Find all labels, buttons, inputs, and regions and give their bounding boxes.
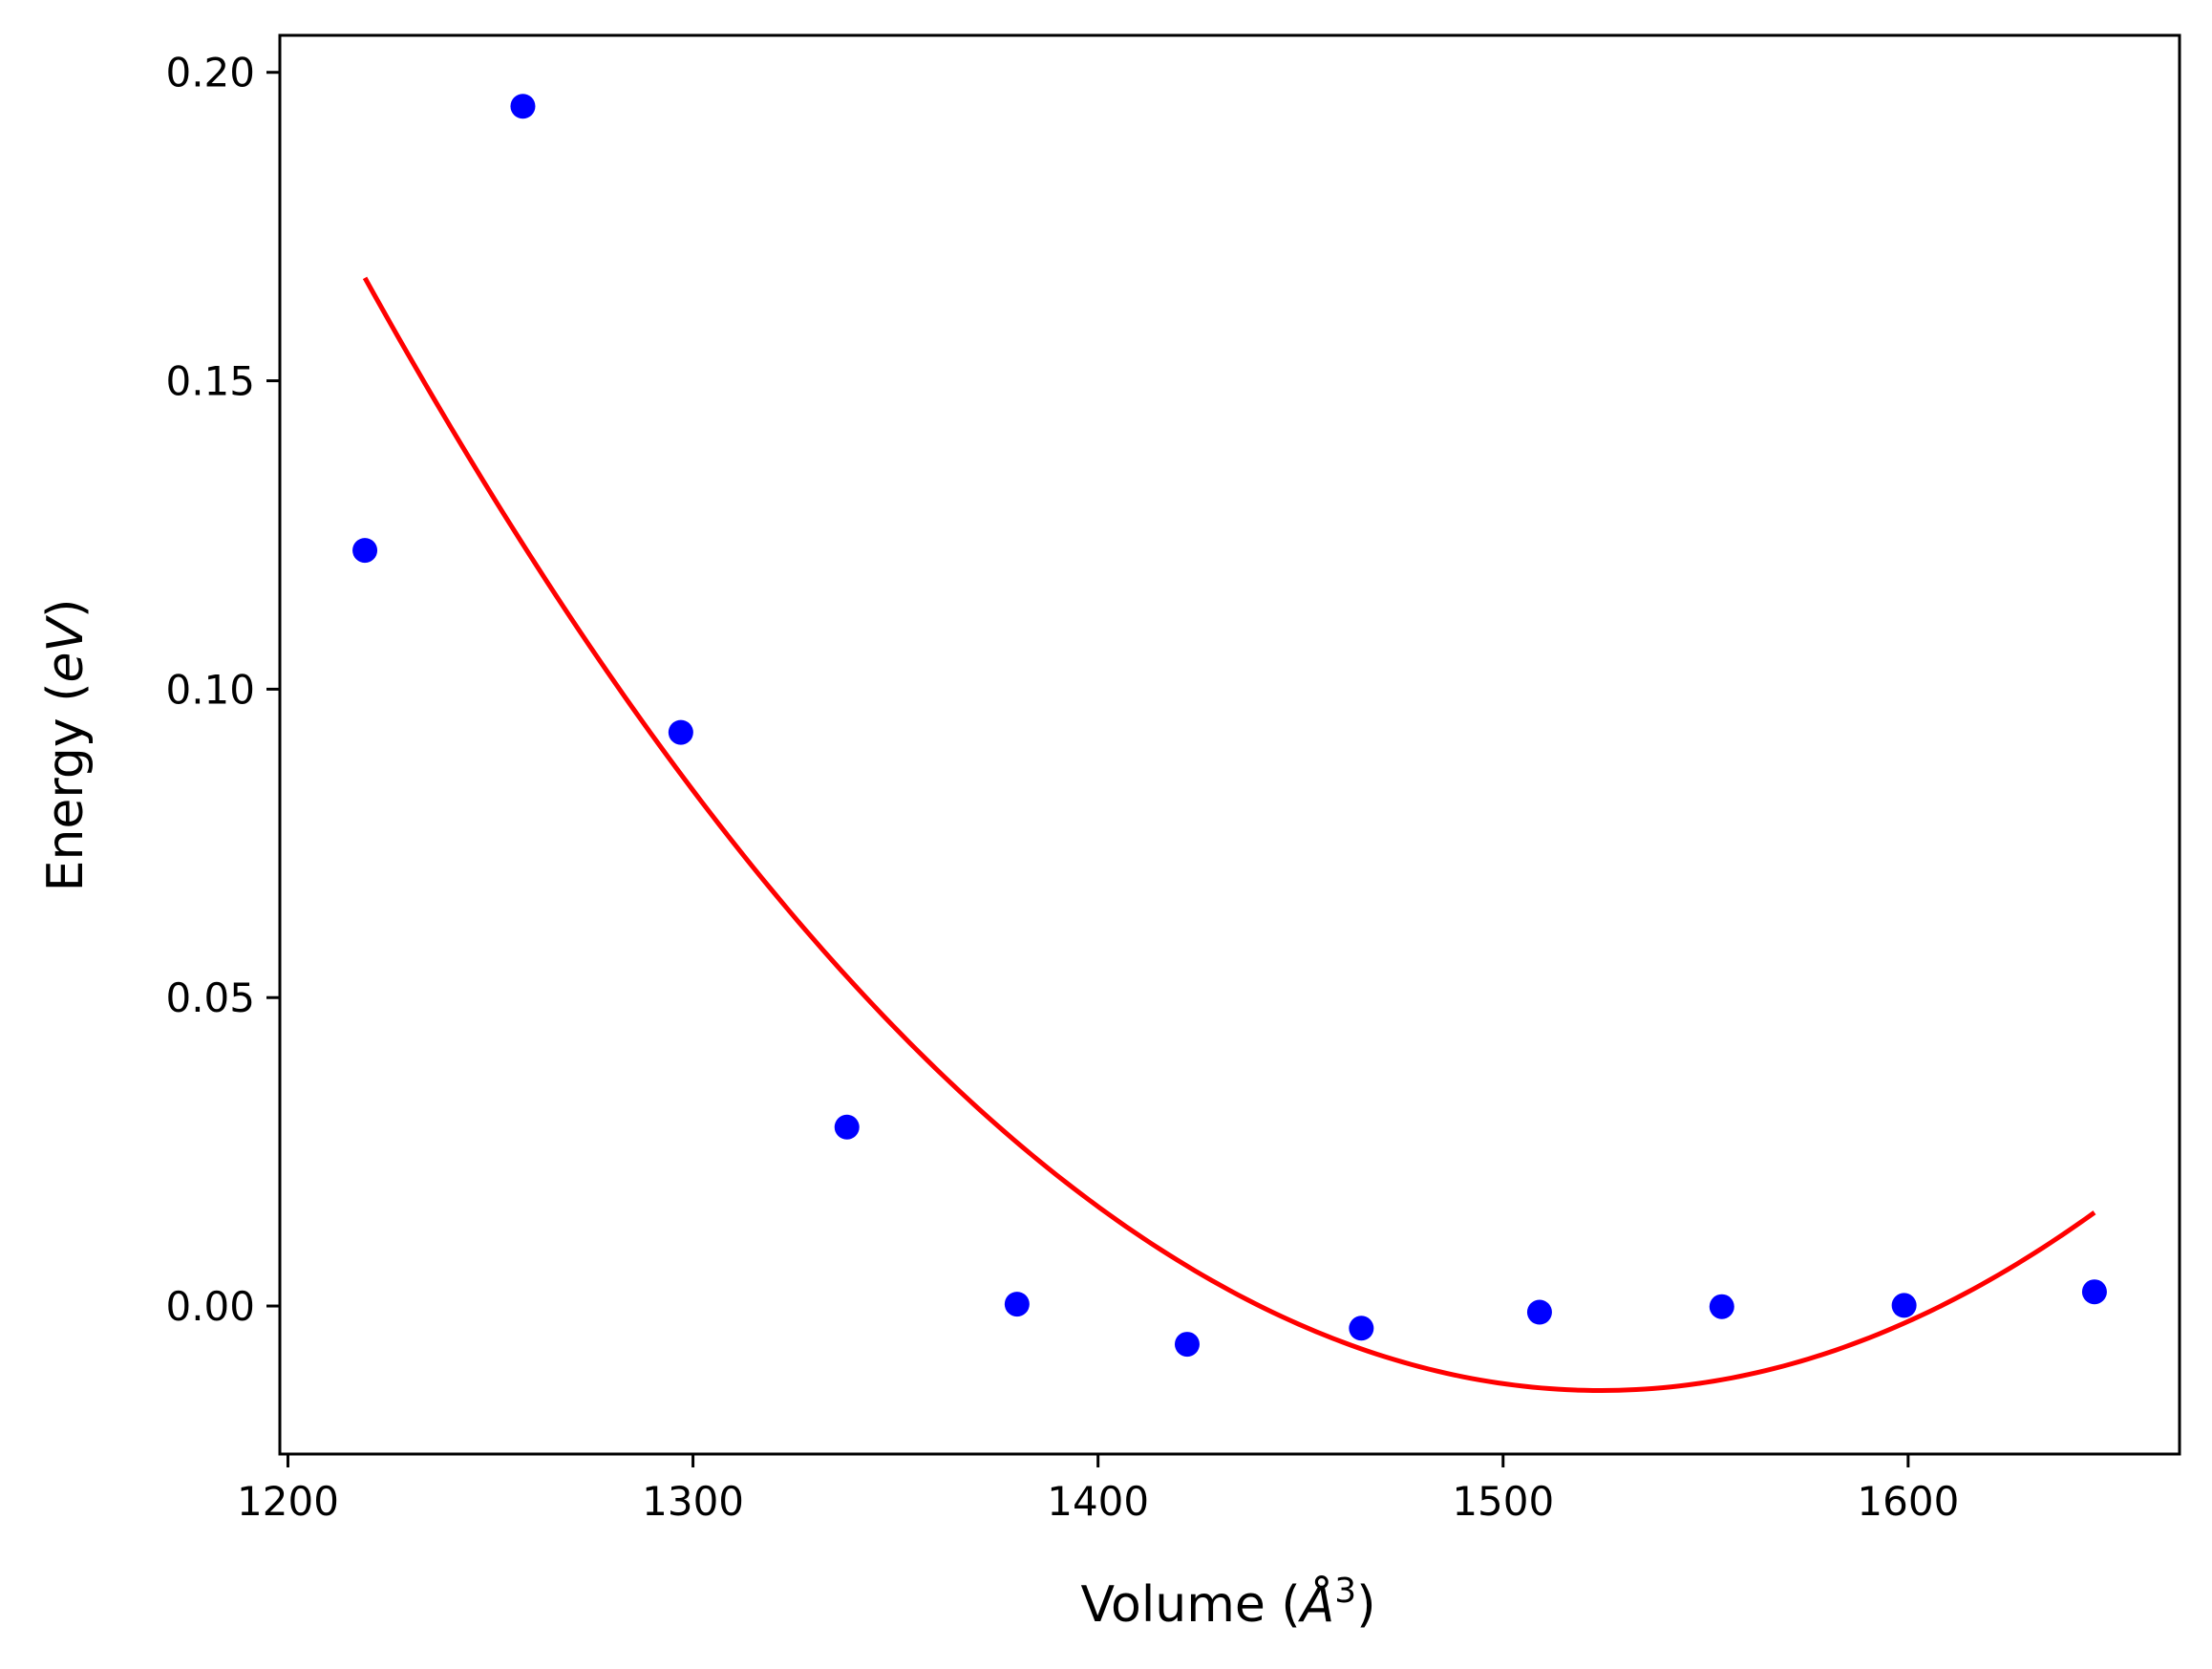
data-point bbox=[668, 719, 693, 745]
x-tick-label: 1500 bbox=[1452, 1478, 1554, 1525]
data-point bbox=[352, 538, 378, 564]
fit-curve bbox=[362, 276, 2096, 1393]
y-tick-label: 0.00 bbox=[165, 1283, 255, 1330]
plot-area bbox=[280, 35, 2180, 1454]
x-tick-label: 1200 bbox=[237, 1478, 339, 1525]
data-point bbox=[1709, 1294, 1734, 1319]
data-point bbox=[834, 1114, 860, 1140]
x-tick-label: 1300 bbox=[642, 1478, 744, 1525]
data-point bbox=[510, 94, 536, 119]
x-tick-label: 1600 bbox=[1857, 1478, 1959, 1525]
y-tick-label: 0.20 bbox=[165, 50, 255, 96]
y-axis-ticks: 0.00 0.05 0.10 0.15 0.20 bbox=[165, 50, 280, 1330]
data-points bbox=[352, 94, 2107, 1358]
x-axis-label: Volume (Å3) bbox=[1081, 1572, 1376, 1635]
y-tick-label: 0.15 bbox=[165, 358, 255, 405]
data-point bbox=[1174, 1332, 1200, 1358]
y-tick-label: 0.10 bbox=[165, 666, 255, 713]
data-point bbox=[1349, 1316, 1374, 1341]
x-axis-ticks: 1200 1300 1400 1500 1600 bbox=[237, 1454, 1959, 1525]
y-axis-label: Energy (eV) bbox=[37, 599, 95, 892]
y-tick-label: 0.05 bbox=[165, 974, 255, 1021]
data-point bbox=[1891, 1293, 1917, 1318]
data-point bbox=[1526, 1299, 1552, 1325]
data-point bbox=[2081, 1279, 2107, 1305]
data-point bbox=[1004, 1292, 1030, 1317]
plot-frame bbox=[278, 33, 2181, 1456]
x-tick-label: 1400 bbox=[1047, 1478, 1149, 1525]
